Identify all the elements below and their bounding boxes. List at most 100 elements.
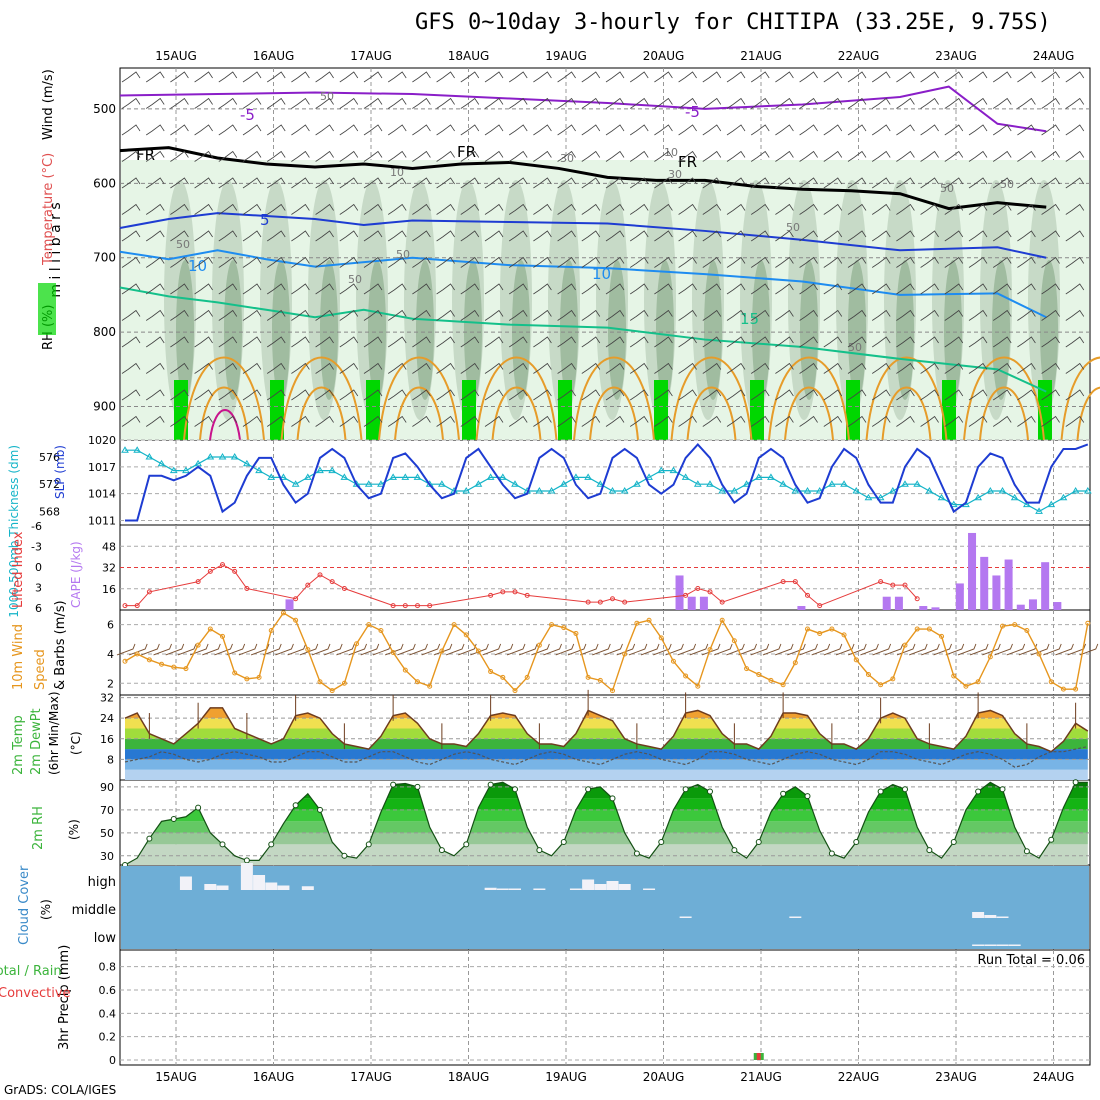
slp-line (125, 442, 1089, 522)
wind-barb (145, 230, 165, 242)
isotherm-25 (199, 386, 249, 441)
wind-barb (242, 336, 262, 348)
wind-barb (605, 230, 625, 242)
wind-barb (291, 124, 310, 136)
cape-bar (968, 532, 977, 610)
wind-barb (363, 415, 383, 427)
thickness-point (230, 453, 239, 460)
wind-barb (145, 256, 165, 268)
wind-barb (557, 309, 576, 321)
wind-barb (992, 256, 1012, 268)
rh-point (536, 847, 543, 854)
wind-barb (847, 203, 867, 215)
wind-barb (557, 230, 576, 242)
rh-band-bright (270, 380, 284, 440)
thickness-axis-label: 1000-500mb Thickness (dm) (7, 445, 21, 618)
rh-point (1023, 848, 1030, 855)
wind-barb (315, 150, 334, 162)
cloud-bar-high (569, 888, 582, 890)
wind-speed-point (378, 628, 384, 634)
thickness-point (718, 487, 727, 494)
temp-band (120, 695, 1090, 708)
temp-tick-label: 32 (100, 692, 114, 705)
wind-barb (629, 256, 649, 268)
surface-wind-barb (567, 643, 587, 656)
surface-wind-barb (177, 643, 197, 656)
rh-point (1072, 779, 1079, 786)
rh-band (125, 786, 1088, 799)
wind-barb (799, 71, 818, 83)
wind-speed-point (707, 647, 713, 653)
wind-panel: 2 4 6 10m Wind Speed & Barbs (m/s) (11, 600, 1099, 694)
rh-band (125, 832, 1088, 845)
wind-barb (315, 71, 334, 83)
wind-barb (605, 71, 625, 83)
wind-barb (847, 362, 867, 374)
wind-speed-point (268, 628, 274, 634)
wind-speed-point (244, 676, 250, 682)
wind-speed-point (658, 635, 664, 641)
wind-barb (387, 389, 407, 401)
wind-barb (242, 309, 262, 321)
isotherm-20 (1060, 356, 1100, 441)
wind-speed-point (731, 638, 737, 644)
rh-band-dark (1040, 260, 1058, 400)
wind-barb (968, 71, 988, 83)
rh-contour-label: 50 (176, 238, 190, 251)
wind-speed-point (1000, 623, 1005, 629)
wind-speed-point (500, 674, 506, 680)
wind-barb (412, 97, 431, 109)
cloud-bar-middle (972, 912, 985, 918)
rh-legend-swatch (38, 283, 56, 335)
wind-speed-point (232, 670, 238, 676)
wind-barb (944, 150, 964, 162)
wind-barb (896, 309, 915, 321)
isotherm-25 (296, 386, 347, 441)
isotherm-20 (768, 356, 850, 441)
wind-barb (823, 203, 843, 215)
wind-speed-point (207, 626, 213, 632)
wind-barb (823, 177, 843, 189)
temp-band (125, 769, 1088, 780)
thickness-point (291, 480, 300, 487)
contour-label-minus5: -5 (685, 103, 700, 121)
wind-barb (145, 389, 165, 401)
wind-barb (436, 389, 455, 401)
thickness-point (486, 473, 495, 480)
wind-barb (508, 309, 528, 321)
wind-barb (629, 124, 649, 136)
wind-barb (170, 124, 189, 136)
wind-speed-point (280, 610, 286, 616)
cloud-bar-low (972, 944, 985, 946)
rh-point (560, 839, 567, 846)
thickness-point (1022, 500, 1031, 508)
cloud-background (121, 866, 1089, 949)
wind-speed-point (585, 674, 591, 680)
wind-barb (847, 97, 867, 109)
wind-barb (775, 124, 794, 136)
wind-barb (170, 415, 189, 427)
upper-wind-barbs (121, 71, 1085, 427)
wind-barb (121, 177, 141, 189)
wind-barb (581, 256, 601, 268)
rh-point (682, 786, 689, 793)
wind-barb (218, 203, 238, 215)
wind-barb (121, 97, 141, 109)
date-label-bottom: 22AUG (838, 1070, 880, 1084)
wind-speed-point (829, 626, 835, 632)
wind-barb (968, 336, 988, 348)
wind-barb (218, 283, 238, 295)
wind-barb (896, 256, 915, 268)
rh-contour-label: 50 (940, 182, 954, 195)
wind-speed-point (1048, 679, 1054, 685)
wind-barb (750, 256, 770, 268)
wind-barb (920, 230, 939, 242)
isotherm-25 (491, 386, 542, 441)
rh-contour-label: 50 (848, 341, 862, 354)
wind-barb (871, 389, 891, 401)
wind-barb (678, 203, 697, 215)
wind-barb (944, 203, 964, 215)
wind-barb (266, 124, 286, 136)
wind-barb (920, 389, 939, 401)
